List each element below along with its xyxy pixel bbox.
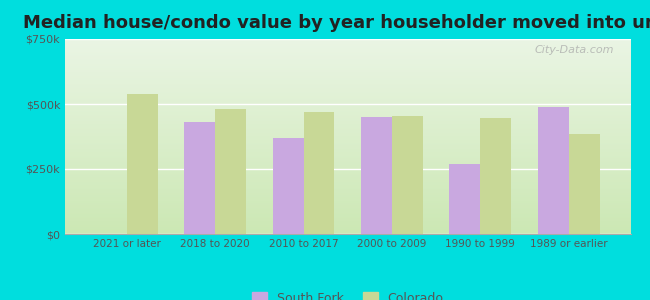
Bar [538, 106, 569, 234]
Bar [304, 112, 335, 234]
Bar [272, 138, 304, 234]
Bar [569, 134, 599, 234]
Bar [449, 164, 480, 234]
Title: Median house/condo value by year householder moved into unit: Median house/condo value by year househo… [23, 14, 650, 32]
Bar [185, 122, 215, 234]
Bar [361, 117, 392, 234]
Legend: South Fork, Colorado: South Fork, Colorado [247, 287, 448, 300]
Bar [480, 118, 511, 234]
Bar [127, 94, 158, 234]
Bar [392, 116, 423, 234]
Bar [215, 109, 246, 234]
Text: City-Data.com: City-Data.com [534, 45, 614, 55]
